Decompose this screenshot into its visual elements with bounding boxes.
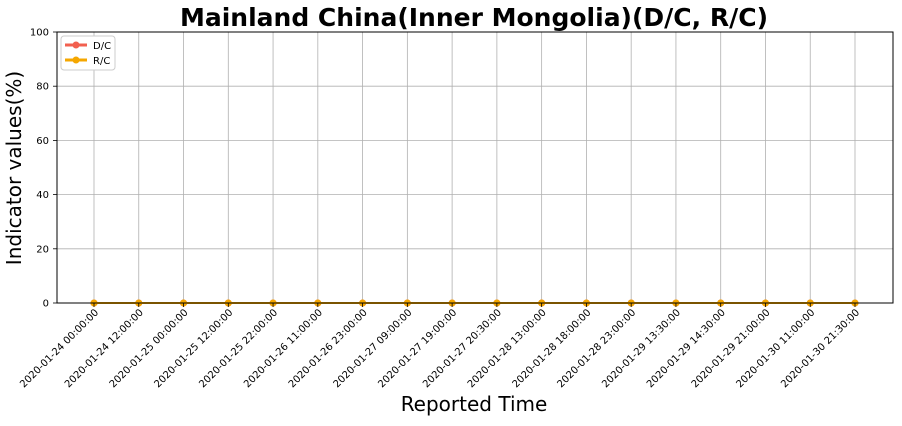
legend: D/C R/C [60,35,116,71]
x-tick-label: 2020-01-29 13:30:00 [600,307,683,390]
x-tick-label: 2020-01-25 12:00:00 [153,307,236,390]
x-tick-label: 2020-01-30 11:00:00 [734,307,817,390]
legend-dc-marker [72,41,80,49]
x-tick-label: 2020-01-25 00:00:00 [108,307,191,390]
y-tick-label: 40 [36,190,49,201]
y-tick-label: 0 [43,299,49,310]
x-tick-label: 2020-01-24 12:00:00 [63,307,146,390]
plot-frame [56,31,894,304]
x-axis-label: Reported Time [401,392,548,416]
y-tick-label: 60 [36,136,49,147]
y-tick-label: 80 [36,82,49,93]
x-tick-label: 2020-01-25 22:00:00 [197,307,280,390]
y-axis-label: Indicator values(%) [2,71,26,265]
legend-rc-label: R/C [93,56,110,67]
x-tick-label: 2020-01-26 23:00:00 [287,307,370,390]
legend-rc-marker [72,56,80,64]
x-tick-label: 2020-01-26 11:00:00 [242,307,325,390]
x-tick-label: 2020-01-28 23:00:00 [555,307,638,390]
x-tick-label: 2020-01-27 19:00:00 [376,307,459,390]
y-tick-label: 20 [36,244,49,255]
grid [57,31,893,304]
x-tick-label: 2020-01-24 00:00:00 [18,307,101,390]
x-tick-label: 2020-01-29 21:00:00 [690,307,773,390]
legend-dc-label: D/C [93,41,111,52]
y-tick-label: 100 [30,28,49,39]
y-axis: 0 20 40 60 80 100 [30,28,57,310]
x-tick-label: 2020-01-29 14:30:00 [645,307,728,390]
x-tick-label: 2020-01-27 20:30:00 [421,307,504,390]
x-tick-label: 2020-01-27 09:00:00 [332,307,415,390]
x-tick-label: 2020-01-30 21:30:00 [779,307,862,390]
x-tick-label: 2020-01-28 13:00:00 [466,307,549,390]
x-tick-label: 2020-01-28 18:00:00 [511,307,594,390]
chart-title: Mainland China(Inner Mongolia)(D/C, R/C) [180,3,768,32]
